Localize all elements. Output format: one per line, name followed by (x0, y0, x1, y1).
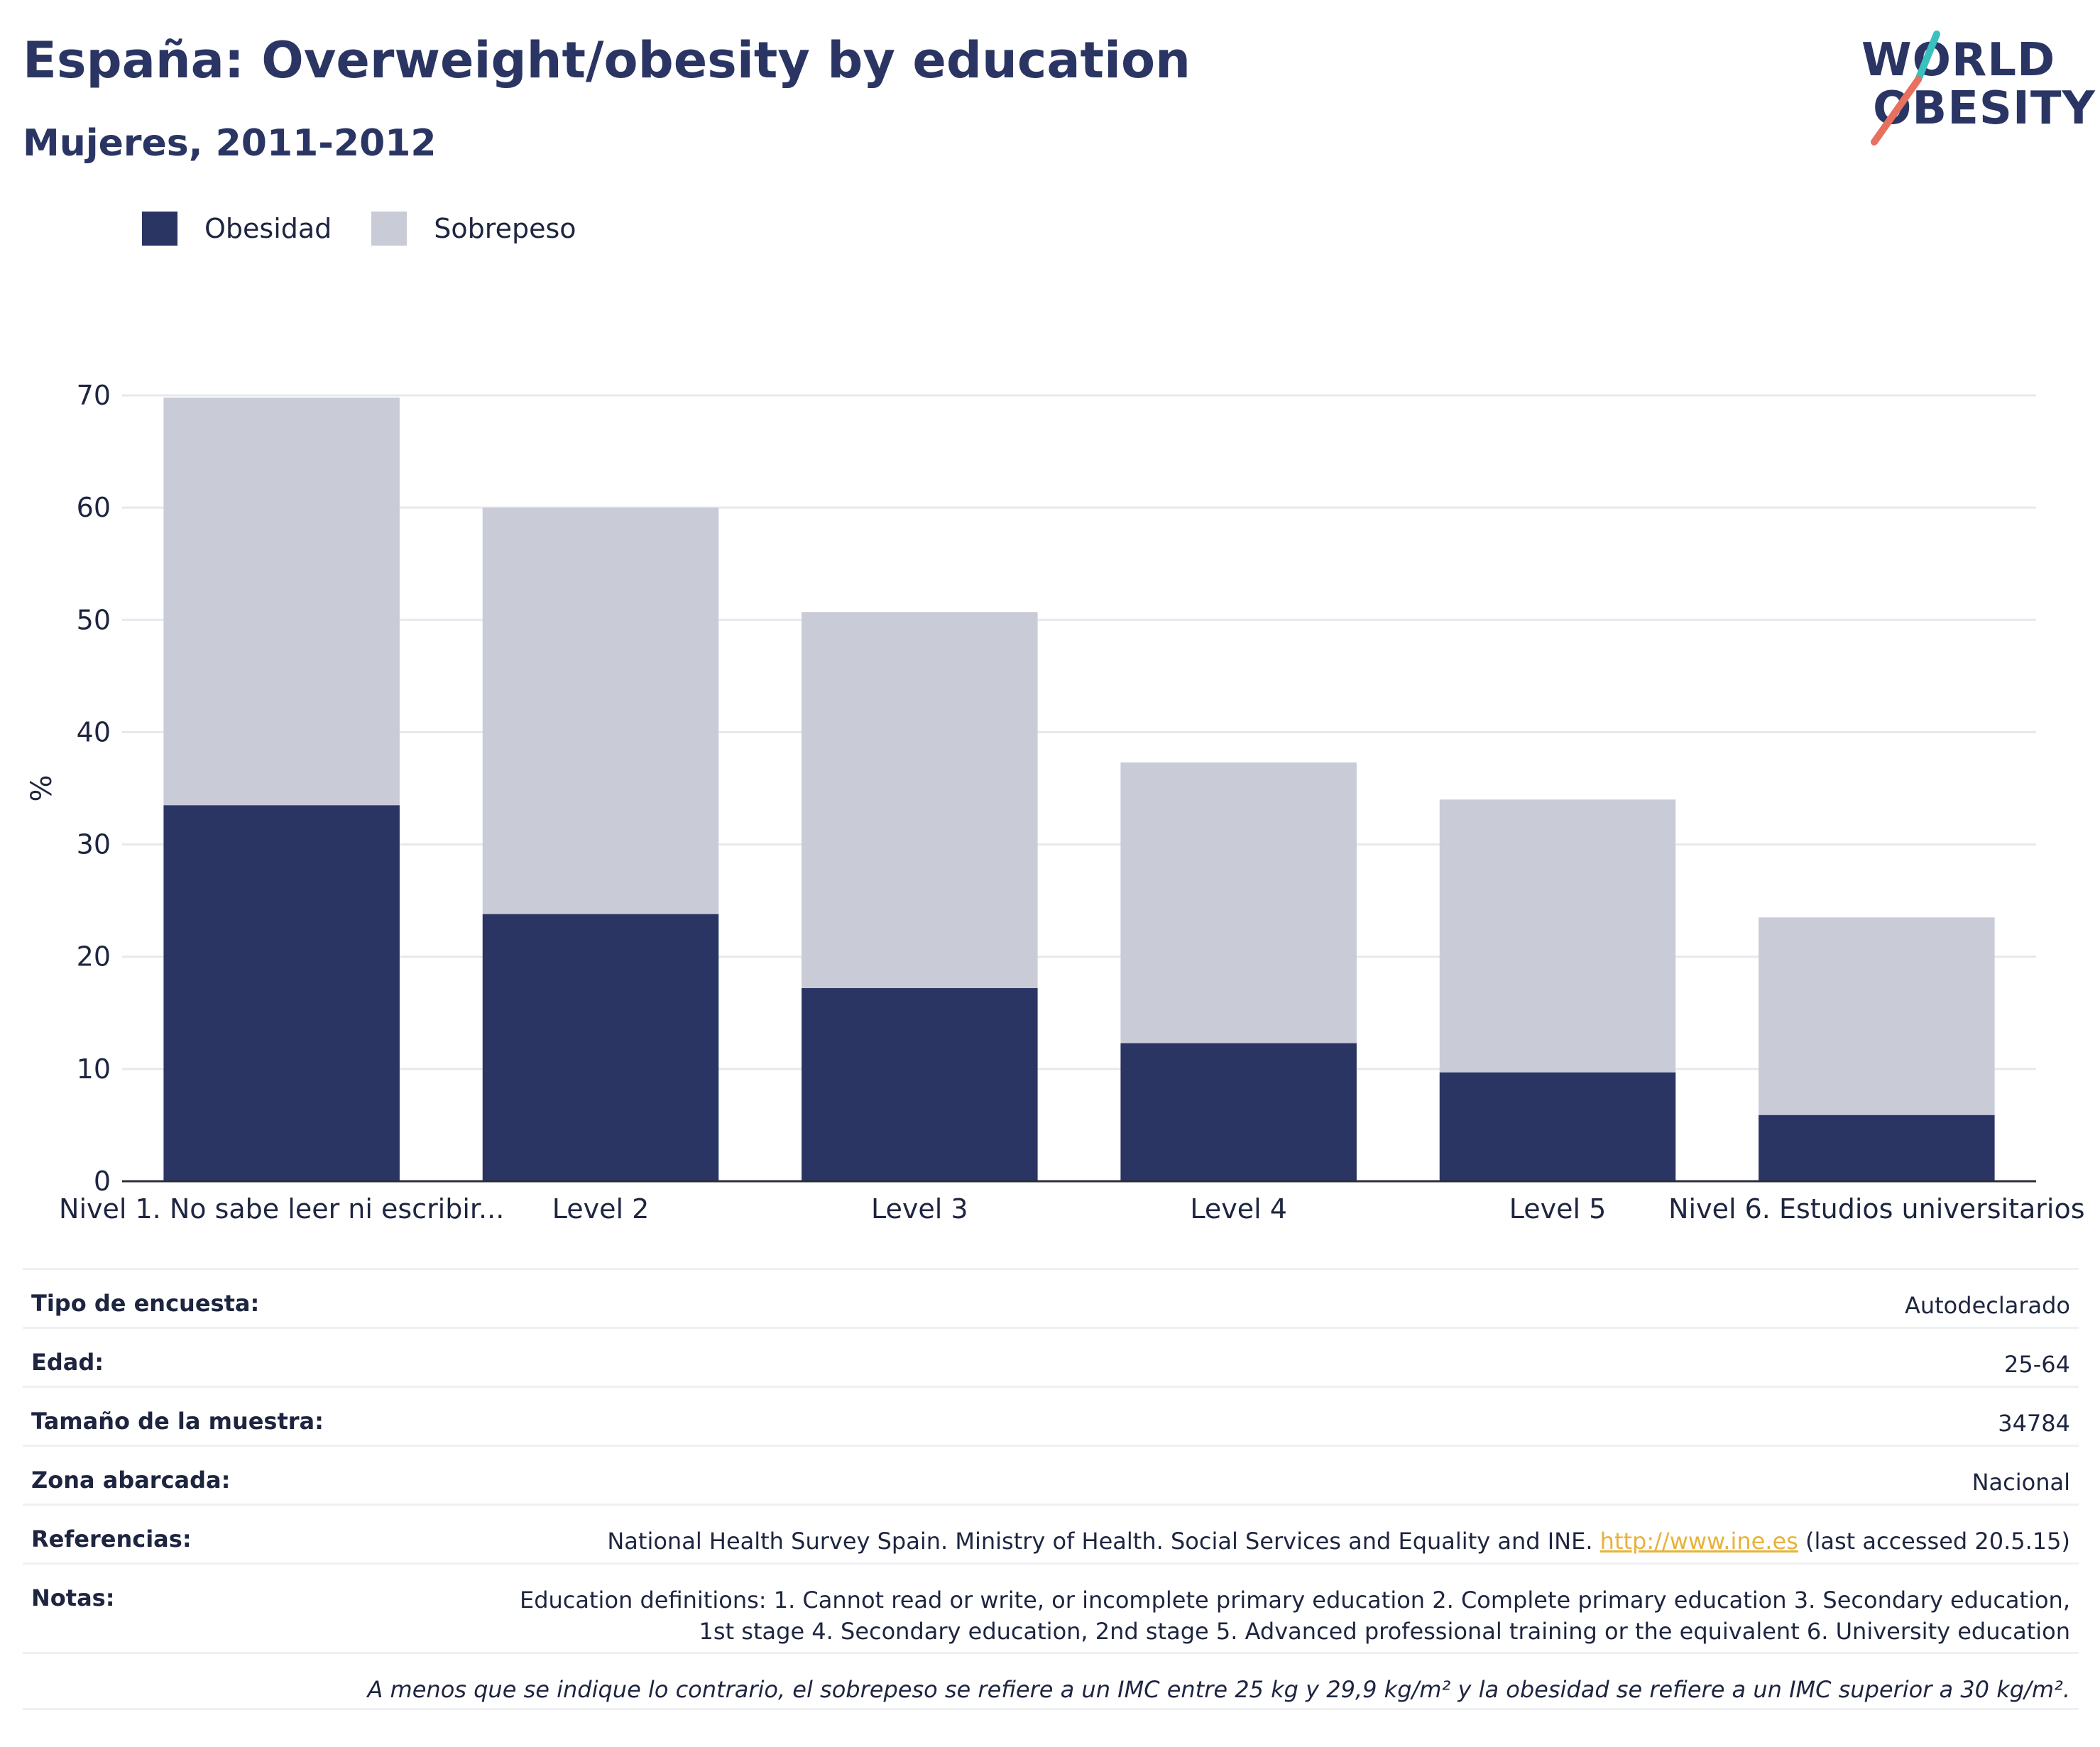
y-tick-label: 20 (77, 941, 111, 973)
bar-sobrepeso-4 (1120, 762, 1357, 1044)
bar-obesidad-6 (1759, 1115, 1995, 1181)
logo-line1: WORLD (1861, 34, 2056, 87)
x-tick-label: Nivel 1. No sabe leer ni escribir... (59, 1193, 504, 1225)
bar-sobrepeso-3 (802, 612, 1038, 988)
y-tick-label: 40 (77, 716, 111, 747)
x-tick-label: Level 2 (552, 1193, 650, 1225)
footnote-text: A menos que se indique lo contrario, el … (367, 1676, 2070, 1703)
bar-obesidad-4 (1120, 1043, 1357, 1181)
bar-obesidad-1 (163, 805, 400, 1181)
legend-label-obesidad: Obesidad (204, 213, 332, 244)
meta-value: 34784 (1998, 1410, 2070, 1437)
meta-value: Education definitions: 1. Cannot read or… (520, 1565, 2070, 1647)
x-tick-label: Nivel 6. Estudios universitarios (1668, 1193, 2084, 1225)
reference-link[interactable]: http://www.ine.es (1599, 1528, 1798, 1555)
meta-value: Nacional (1972, 1469, 2070, 1496)
bar-obesidad-2 (482, 914, 719, 1181)
bar-sobrepeso-2 (482, 508, 719, 914)
stacked-bar-chart: 0 10 20 30 40 50 60 70% Nivel 1. No sabe leer ni… (26, 380, 2085, 1225)
bar-sobrepeso-1 (163, 398, 400, 806)
y-tick-label: 30 (77, 829, 111, 860)
x-tick-label: Level 5 (1509, 1193, 1607, 1225)
footnote: A menos que se indique lo contrario, el … (367, 1654, 2070, 1705)
notes-line-2: 1st stage 4. Secondary education, 2nd st… (699, 1618, 2070, 1645)
bar-obesidad-5 (1439, 1072, 1676, 1181)
meta-key: Tamaño de la muestra: (31, 1408, 324, 1435)
meta-row-edad: Edad: 25-64 (23, 1327, 2079, 1386)
chart-legend: Obesidad Sobrepeso (142, 212, 616, 246)
legend-item-sobrepeso[interactable]: Sobrepeso (371, 212, 576, 246)
meta-key: Zona abarcada: (31, 1467, 231, 1494)
bar-sobrepeso-6 (1759, 917, 1995, 1115)
meta-value: 25-64 (2004, 1351, 2070, 1378)
meta-row-tipo: Tipo de encuesta: Autodeclarado (23, 1268, 2079, 1327)
meta-row-muestra: Tamaño de la muestra: 34784 (23, 1386, 2079, 1445)
legend-item-obesidad[interactable]: Obesidad (142, 212, 332, 246)
meta-key: Notas: (31, 1584, 115, 1611)
bar-sobrepeso-5 (1439, 799, 1676, 1073)
x-tick-label: Level 3 (871, 1193, 968, 1225)
y-tick-label: 50 (77, 604, 111, 635)
meta-row-footnote: A menos que se indique lo contrario, el … (23, 1652, 2079, 1710)
reference-text: National Health Survey Spain. Ministry o… (607, 1528, 1600, 1555)
survey-metadata-table: Tipo de encuesta: Autodeclarado Edad: 25… (23, 1268, 2079, 1710)
legend-swatch-obesidad (142, 212, 177, 246)
chart-title: España: Overweight/obesity by education (23, 31, 1191, 89)
y-axis-label: % (26, 774, 58, 801)
y-tick-label: 10 (77, 1053, 111, 1085)
logo-slash-icon (1871, 31, 1940, 146)
meta-value: Autodeclarado (1904, 1292, 2070, 1319)
meta-row-notas: Notas: Education definitions: 1. Cannot … (23, 1562, 2079, 1652)
reference-accessed: (last accessed 20.5.15) (1798, 1528, 2070, 1555)
meta-key: Tipo de encuesta: (31, 1290, 260, 1317)
y-tick-label: 0 (94, 1166, 111, 1197)
bar-obesidad-3 (802, 987, 1038, 1181)
meta-row-referencias: Referencias: National Health Survey Spai… (23, 1504, 2079, 1562)
legend-swatch-sobrepeso (371, 212, 408, 246)
legend-label-sobrepeso: Sobrepeso (434, 213, 576, 244)
chart-subtitle: Mujeres, 2011-2012 (23, 122, 437, 165)
meta-value: National Health Survey Spain. Ministry o… (607, 1506, 2070, 1557)
y-tick-label: 70 (77, 380, 111, 411)
world-obesity-logo: WORLD OBESITY (1853, 28, 2095, 156)
meta-key: Referencias: (31, 1526, 192, 1552)
meta-key: Edad: (31, 1349, 104, 1376)
y-tick-label: 60 (77, 492, 111, 523)
x-tick-label: Level 4 (1190, 1193, 1287, 1225)
meta-row-zona: Zona abarcada: Nacional (23, 1445, 2079, 1504)
notes-line-1: Education definitions: 1. Cannot read or… (519, 1587, 2070, 1614)
